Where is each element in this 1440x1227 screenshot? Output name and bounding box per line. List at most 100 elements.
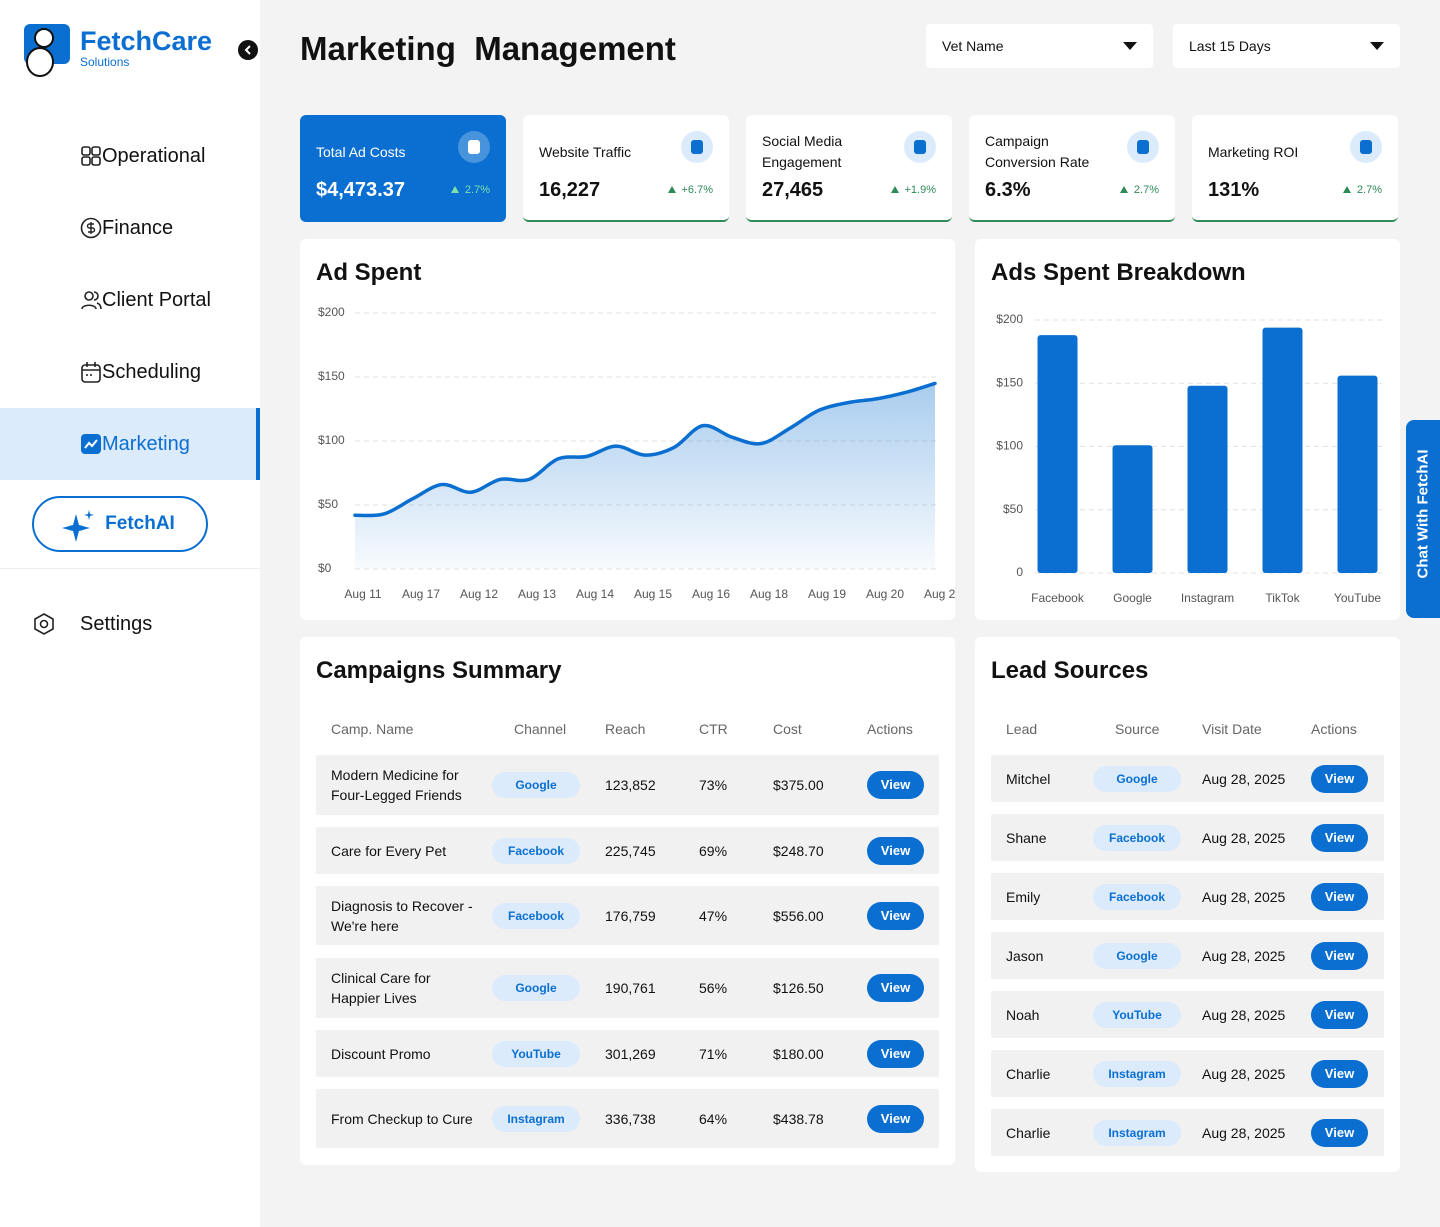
trend-icon	[450, 186, 459, 193]
kpi-value: 16,227	[539, 179, 601, 201]
kpi-value: 131%	[1208, 179, 1260, 201]
cell-text: 47%	[699, 907, 728, 924]
y-tick-label: $200	[996, 312, 1023, 326]
kpi-change-value: 2.7%	[1133, 184, 1159, 196]
channel-pill: Instagram	[1093, 1119, 1181, 1146]
collapse-button[interactable]	[238, 40, 258, 60]
cell-text: Noah	[1006, 1006, 1040, 1023]
kpi-change: +6.7%	[667, 184, 714, 196]
cell-text: Aug 28, 2025	[1202, 1124, 1286, 1141]
view-button[interactable]: View	[867, 771, 924, 799]
bar	[1187, 385, 1228, 573]
kpi-change-value: 2.7%	[464, 184, 490, 196]
nav-item[interactable]: Marketing	[0, 408, 260, 480]
view-button[interactable]: View	[867, 1039, 924, 1068]
nav-settings[interactable]: Settings	[0, 588, 260, 660]
kpi-change: 2.7%	[1342, 184, 1382, 196]
view-button[interactable]: View	[1311, 941, 1368, 970]
nav-item[interactable]: Finance	[0, 192, 260, 264]
filter-label: Last 15 Days	[1189, 38, 1271, 54]
cell-text: Jason	[1006, 947, 1044, 964]
cell-text: 64%	[699, 1110, 728, 1127]
cell-text: $180.00	[773, 1045, 824, 1062]
channel-pill: Instagram	[492, 1105, 580, 1132]
nav-item[interactable]: Operational	[0, 120, 260, 192]
channel-pill: Facebook	[492, 837, 580, 864]
kpi-change-value: 2.7%	[1356, 184, 1382, 196]
filter-dropdown[interactable]: Last 15 Days	[1173, 24, 1400, 68]
view-button[interactable]: View	[867, 836, 924, 865]
chat-label: Chat With FetchAI	[1414, 449, 1432, 579]
x-tick-label: Aug 16	[692, 587, 730, 601]
ad-spent-card: Ad Spent $0 $50 $100 $150 $200 Aug 11 Aug 17 Aug…	[300, 239, 955, 620]
fetchai-label: FetchAI	[105, 513, 175, 534]
kpi-change: +1.9%	[890, 184, 937, 196]
y-tick-label: 0	[1016, 565, 1023, 579]
view-button[interactable]: View	[867, 901, 924, 930]
cell-text: Care for Every Pet	[331, 842, 447, 859]
y-tick-label: $150	[318, 369, 345, 383]
nav-item[interactable]: Client Portal	[0, 264, 260, 336]
view-button[interactable]: View	[1311, 764, 1368, 793]
x-tick-label: Google	[1113, 591, 1152, 605]
y-tick-label: $50	[1003, 502, 1023, 516]
view-button[interactable]: View	[1311, 882, 1368, 911]
cell-text: 225,745	[605, 842, 656, 859]
table-row: Noah YouTube Aug 28, 2025 View	[991, 991, 1384, 1038]
column-header: Actions	[867, 721, 913, 737]
kpi-value: $4,473.37	[316, 179, 405, 201]
cell-text: Diagnosis to Recover - We're here	[331, 897, 473, 934]
kpi-value: 27,465	[762, 179, 824, 201]
view-button[interactable]: View	[867, 974, 924, 1002]
kpi-icon	[1127, 131, 1159, 163]
cell-text: 123,852	[605, 777, 656, 793]
view-button[interactable]: View	[1311, 1059, 1368, 1088]
y-tick-label: $100	[996, 439, 1023, 453]
x-tick-label: Aug 20	[866, 587, 904, 601]
cell-text: Charlie	[1006, 1065, 1051, 1082]
x-tick-label: Aug 18	[750, 587, 788, 601]
filter-dropdown[interactable]: Vet Name	[926, 24, 1153, 68]
area	[355, 383, 935, 569]
sidebar: FetchCare Solutions Operational Finance Cl…	[0, 0, 260, 1227]
column-header: Lead	[1006, 721, 1038, 737]
chat-tab[interactable]: Chat With FetchAI	[1406, 420, 1440, 618]
nav-item[interactable]: Scheduling	[0, 336, 260, 408]
divider	[0, 568, 260, 569]
chart-title: Ads Spent Breakdown	[991, 259, 1246, 286]
view-button[interactable]: View	[1311, 823, 1368, 852]
column-header: Cost	[773, 721, 802, 737]
column-header: Channel	[514, 721, 567, 737]
view-button[interactable]: View	[1311, 1118, 1368, 1147]
channel-pill: Google	[1093, 765, 1181, 792]
kpi-icon	[458, 131, 490, 163]
table-row: Shane Facebook Aug 28, 2025 View	[991, 814, 1384, 861]
bar	[1337, 375, 1378, 573]
cell-text: 190,761	[605, 980, 656, 996]
y-tick-label: $150	[996, 375, 1023, 389]
table-row: Diagnosis to Recover - We're here Faceboo…	[316, 886, 939, 945]
bar	[1112, 445, 1153, 573]
logo	[24, 24, 70, 77]
kpi-change-value: +1.9%	[904, 184, 937, 196]
bar	[1262, 327, 1303, 573]
kpi-label: Total Ad Costs	[316, 143, 406, 160]
table-row: Emily Facebook Aug 28, 2025 View	[991, 873, 1384, 920]
trend-icon	[1342, 186, 1351, 193]
table-row: Jason Google Aug 28, 2025 View	[991, 932, 1384, 979]
table-row: Discount Promo YouTube 301,269 71% $180.00 Vi…	[316, 1030, 939, 1077]
table-row: Charlie Instagram Aug 28, 2025 View	[991, 1050, 1384, 1097]
fetchai-button[interactable]: FetchAI	[32, 496, 208, 552]
cell-text: 71%	[699, 1045, 728, 1062]
breakdown-card: Ads Spent Breakdown 0 $50 $100 $150 $200 Faceb…	[975, 239, 1400, 620]
cell-text: Aug 28, 2025	[1202, 770, 1286, 787]
view-button[interactable]: View	[1311, 1000, 1368, 1029]
cell-text: 176,759	[605, 907, 656, 924]
table-row: Care for Every Pet Facebook 225,745 69% $248…	[316, 827, 939, 874]
x-tick-label: YouTube	[1334, 591, 1381, 605]
view-button[interactable]: View	[867, 1104, 924, 1133]
cell-text: $438.78	[773, 1110, 824, 1127]
cell-text: Aug 28, 2025	[1202, 829, 1286, 846]
kpi-change-value: +6.7%	[681, 184, 714, 196]
chart: $0 $50 $100 $150 $200 Aug 11 Aug 17 Aug 12 Aug 1…	[318, 305, 955, 601]
